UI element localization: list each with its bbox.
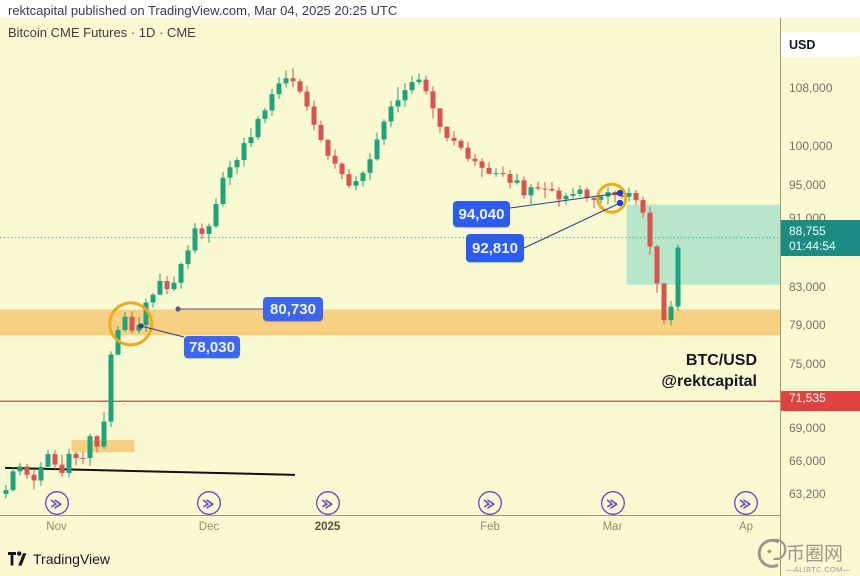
svg-text:—ALIBTC.COM—: —ALIBTC.COM— (786, 565, 851, 574)
svg-text:币圈网: 币圈网 (786, 543, 843, 565)
